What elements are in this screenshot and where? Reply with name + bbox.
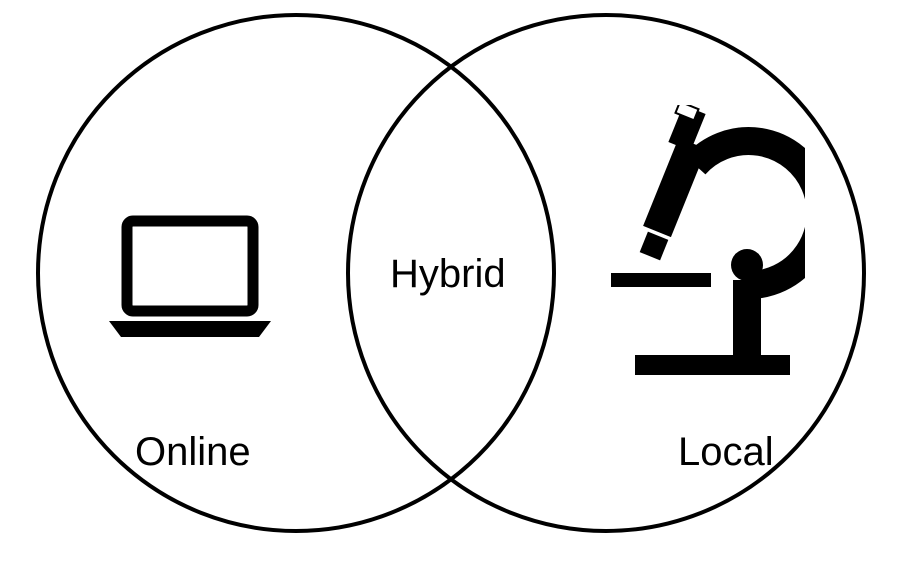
venn-diagram: Online Hybrid Local xyxy=(0,0,900,580)
microscope-icon xyxy=(605,105,805,375)
laptop-icon xyxy=(105,215,275,345)
label-local: Local xyxy=(678,430,774,475)
label-hybrid: Hybrid xyxy=(390,252,506,297)
label-online: Online xyxy=(135,430,251,475)
